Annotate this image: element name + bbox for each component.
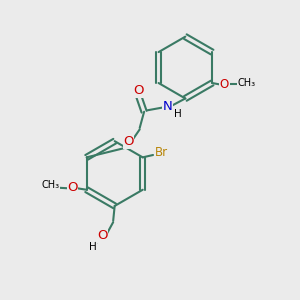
Text: H: H	[89, 242, 97, 252]
Text: O: O	[123, 135, 134, 148]
Text: H: H	[173, 109, 181, 119]
Text: Br: Br	[155, 146, 168, 159]
Text: O: O	[67, 181, 78, 194]
Text: O: O	[220, 78, 229, 91]
Text: O: O	[97, 229, 108, 242]
Text: N: N	[163, 100, 172, 113]
Text: O: O	[134, 84, 144, 97]
Text: CH₃: CH₃	[42, 180, 60, 190]
Text: CH₃: CH₃	[238, 78, 256, 88]
